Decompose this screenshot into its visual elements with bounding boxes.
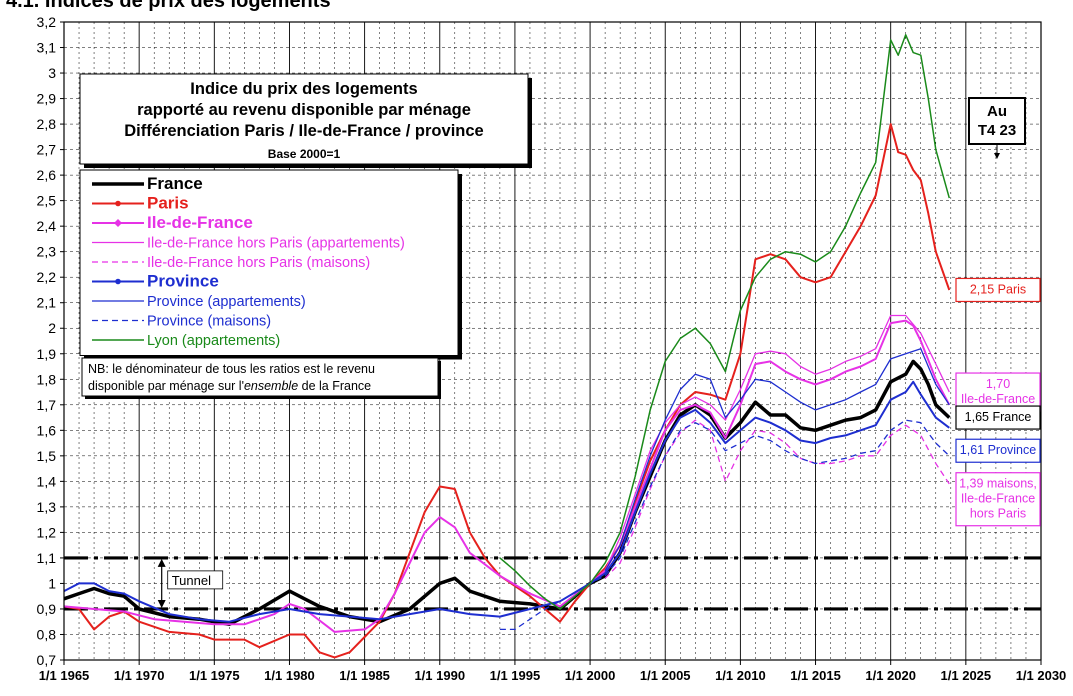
- tunnel-arrowhead-down: [157, 599, 166, 608]
- x-tick-label: 1/1 1975: [189, 668, 240, 683]
- x-tick-label: 1/1 2030: [1016, 668, 1067, 683]
- y-tick-label: 1,8: [37, 371, 57, 387]
- x-tick-label: 1/1 2015: [790, 668, 841, 683]
- x-tick-label: 1/1 2010: [715, 668, 766, 683]
- y-tick-label: 1,7: [37, 397, 57, 413]
- x-tick-label: 1/1 1980: [264, 668, 315, 683]
- x-tick-label: 1/1 2020: [865, 668, 916, 683]
- y-tick-label: 2,1: [37, 295, 57, 311]
- note-line-1: NB: le dénominateur de tous les ratios e…: [88, 362, 375, 376]
- page-title: 4.1. Indices de prix des logements: [6, 0, 331, 12]
- y-tick-label: 2,4: [37, 218, 57, 234]
- y-tick-label: 1,6: [37, 422, 57, 438]
- end-label-box-2: [955, 405, 1041, 430]
- end-label-box-0: [955, 277, 1041, 303]
- chart-title-box: Indice du prix des logements rapporté au …: [79, 73, 532, 168]
- end-label-text: Ile-de-France: [961, 492, 1035, 506]
- au-label-line: Au: [987, 103, 1007, 120]
- y-tick-label: 1,5: [37, 448, 57, 464]
- y-tick-label: 0,8: [37, 626, 57, 642]
- legend-label-1: Paris: [147, 194, 189, 213]
- x-tick-label: 1/1 1990: [414, 668, 465, 683]
- legend-label-8: Lyon (appartements): [147, 333, 280, 349]
- end-label-box-4: [955, 472, 1041, 527]
- legend-marker: [114, 219, 122, 227]
- end-label-box-1: [955, 372, 1041, 412]
- series-line-5: [63, 380, 950, 623]
- legend-marker: [115, 200, 121, 207]
- y-tick-label: 1,3: [37, 499, 57, 515]
- y-tick-label: 1,2: [37, 524, 57, 540]
- tunnel-label-box: [167, 570, 224, 590]
- y-tick-label: 2,6: [37, 167, 57, 183]
- y-tick-label: 3,1: [37, 40, 57, 56]
- legend-box: [79, 169, 459, 356]
- legend-label-2: Ile-de-France: [147, 213, 253, 232]
- legend-label-7: Province (maisons): [147, 314, 271, 330]
- legend-label-0: France: [147, 174, 203, 193]
- y-tick-label: 2,9: [37, 91, 57, 107]
- x-tick-label: 1/1 1970: [114, 668, 165, 683]
- end-label-text: 1,39 maisons,: [959, 477, 1037, 491]
- legend-label-5: Province: [147, 272, 219, 291]
- end-label-text: 1,65 France: [965, 410, 1032, 424]
- series-line-6: [604, 348, 950, 572]
- chart-title-line: rapporté au revenu disponible par ménage: [137, 101, 471, 119]
- chart-subtitle: Base 2000=1: [268, 147, 341, 161]
- series-lines: [63, 34, 951, 659]
- plot-frame: [63, 21, 1042, 661]
- end-label-text: hors Paris: [970, 507, 1026, 521]
- y-tick-label: 2,5: [37, 193, 57, 209]
- y-tick-label: 1: [48, 575, 56, 591]
- tunnel-arrowhead-up: [157, 558, 166, 567]
- y-tick-label: 1,4: [37, 473, 57, 489]
- y-tick-label: 2,3: [37, 244, 57, 260]
- series-line-1: [63, 123, 951, 659]
- y-tick-label: 1,1: [37, 550, 57, 566]
- y-tick-label: 2,8: [37, 116, 57, 132]
- legend-marker: [115, 278, 121, 285]
- y-tick-label: 3: [48, 65, 56, 81]
- y-tick-label: 0,7: [37, 652, 57, 668]
- x-tick-label: 1/1 1985: [339, 668, 390, 683]
- y-tick-label: 0,9: [37, 601, 57, 617]
- series-line-7: [499, 419, 950, 631]
- x-tick-label: 1/1 2005: [640, 668, 691, 683]
- legend-label-4: Ile-de-France hors Paris (maisons): [147, 255, 370, 271]
- au-arrowhead: [994, 153, 1000, 159]
- end-label-text: 1,70: [986, 377, 1010, 391]
- y-tick-label: 1,9: [37, 346, 57, 362]
- y-tick-label: 2: [48, 320, 56, 336]
- x-tick-label: 1/1 2025: [941, 668, 992, 683]
- au-box: [968, 97, 1026, 145]
- note-box: NB: le dénominateur de tous les ratios e…: [81, 357, 441, 399]
- axes: 0,7 0,8 0,9 1 1,1 1,2 1,3 1,4 1,5 1,6 1,7 1,8 1,9 2 2,…: [37, 14, 1067, 683]
- end-label-box-3: [955, 438, 1041, 463]
- end-label-text: 1,61 Province: [960, 443, 1036, 457]
- x-tick-label: 1/1 1995: [490, 668, 541, 683]
- x-tick-label: 1/1 1965: [39, 668, 90, 683]
- x-tick-label: 1/1 2000: [565, 668, 616, 683]
- chart-title-line: Différenciation Paris / Ile-de-France / …: [124, 122, 483, 140]
- end-label-text: Ile-de-France: [961, 392, 1035, 406]
- legend-label-6: Province (appartements): [147, 294, 306, 310]
- y-tick-label: 3,2: [37, 14, 57, 30]
- title-box: [79, 73, 529, 165]
- note-line-2: disponible par ménage sur l'ensemble de …: [88, 379, 371, 393]
- series-line-4: [604, 419, 950, 579]
- end-label-text: 2,15 Paris: [970, 282, 1026, 296]
- series-line-8: [499, 34, 951, 610]
- y-tick-label: 2,7: [37, 142, 57, 158]
- au-label-line: T4 23: [978, 122, 1016, 139]
- legend-label-3: Ile-de-France hors Paris (appartements): [147, 236, 405, 252]
- tunnel-label: Tunnel: [172, 573, 211, 588]
- y-tick-label: 2,2: [37, 269, 57, 285]
- note-box: [81, 357, 439, 397]
- chart-title-line: Indice du prix des logements: [190, 80, 417, 98]
